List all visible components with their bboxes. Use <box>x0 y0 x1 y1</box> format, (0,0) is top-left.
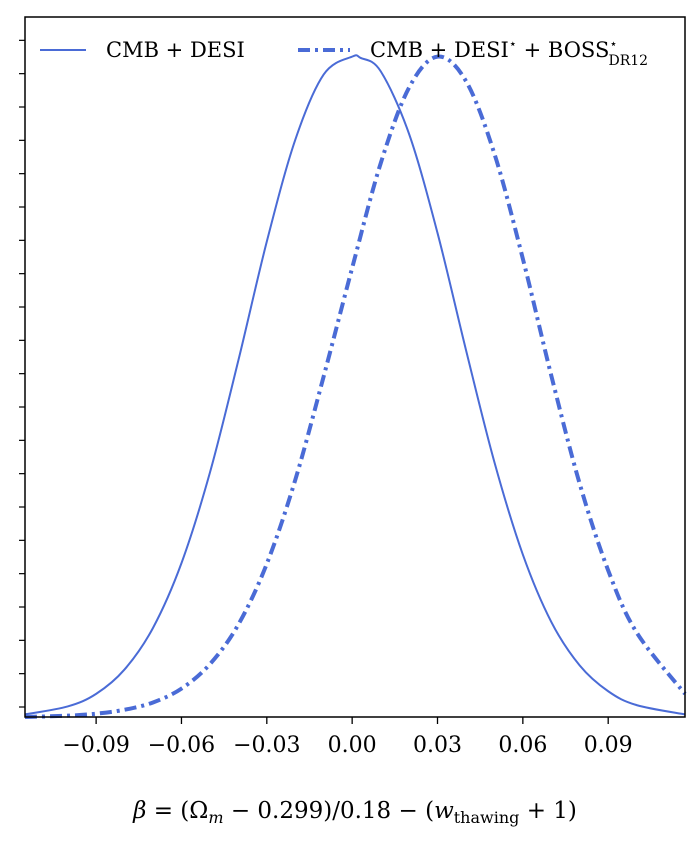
x-tick-label: −0.09 <box>62 733 129 758</box>
x-axis-label-thawing: thawing <box>454 808 520 827</box>
x-axis-label-mid: − 0.299)/0.18 − ( <box>224 798 435 824</box>
legend-label-1: CMB + DESI <box>106 38 245 62</box>
legend-label-2-star: ⋆ <box>509 37 517 52</box>
x-axis-label-beta: β <box>132 798 146 824</box>
legend: CMB + DESI CMB + DESI⋆ + BOSS⋆ DR12 <box>40 37 648 69</box>
x-axis-label: β = (Ωm − 0.299)/0.18 − (wthawing + 1) <box>132 798 577 827</box>
legend-label-2-sub: DR12 <box>608 53 648 69</box>
x-tick-label: −0.06 <box>148 733 215 758</box>
series-line-cmb-desi-boss <box>24 54 687 719</box>
x-tick-label: 0.09 <box>584 733 633 758</box>
legend-label-2-star-sup: ⋆ <box>609 37 617 52</box>
x-ticks: −0.09 −0.06 −0.03 0.00 0.03 0.06 0.09 <box>62 717 633 758</box>
legend-label-2-pre: CMB + DESI <box>370 38 509 62</box>
x-axis-label-w: w <box>434 798 454 824</box>
x-axis-label-end: + 1) <box>519 798 577 824</box>
x-tick-label: 0.00 <box>328 733 377 758</box>
series-line-cmb-desi <box>24 54 686 716</box>
x-tick-label: 0.06 <box>498 733 547 758</box>
x-axis-label-eq: = (Ω <box>146 798 208 824</box>
x-tick-label: 0.03 <box>413 733 462 758</box>
x-axis-label-m: m <box>208 808 223 827</box>
x-tick-label: −0.03 <box>233 733 300 758</box>
series-lines <box>24 54 687 719</box>
legend-label-2: CMB + DESI⋆ + BOSS⋆ DR12 <box>370 37 648 69</box>
legend-label-2-mid: + BOSS <box>517 38 609 62</box>
plot-frame <box>24 16 686 718</box>
y-ticks <box>19 39 25 708</box>
